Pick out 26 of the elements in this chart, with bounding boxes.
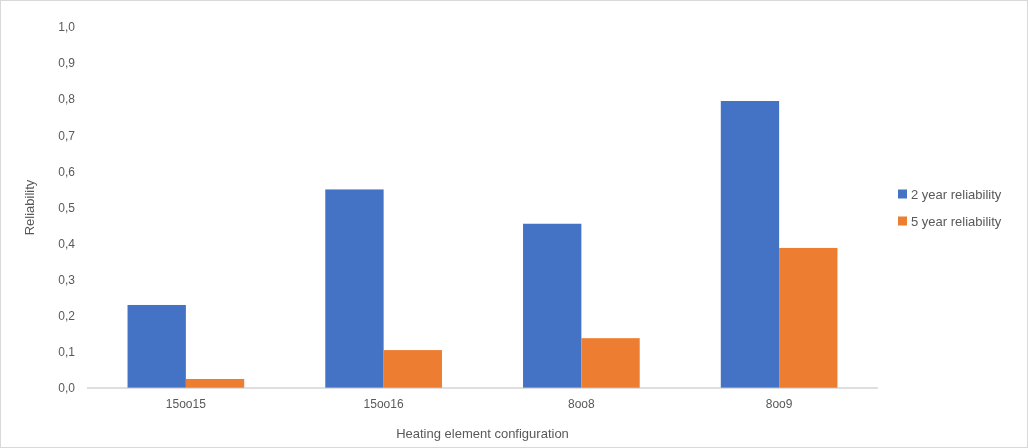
y-tick-label: 0,5	[58, 200, 76, 215]
bar	[127, 304, 186, 388]
bar	[325, 189, 384, 388]
y-tick-label: 0,2	[58, 309, 76, 323]
bar	[581, 338, 640, 388]
y-tick-label: 0,7	[58, 128, 76, 143]
y-tick-label: 0,0	[58, 381, 76, 396]
x-tick-label: 15oo15	[165, 397, 207, 411]
y-tick-label: 0,6	[58, 164, 76, 179]
y-tick-label: 0,1	[58, 345, 76, 360]
bar	[779, 247, 838, 388]
x-axis-title: Heating element configuration	[396, 426, 569, 441]
bar	[383, 350, 442, 388]
y-tick-label: 0,9	[58, 56, 76, 71]
x-tick-label: 8oo9	[765, 397, 793, 411]
x-tick-label: 8oo8	[568, 397, 596, 411]
y-tick-label: 0,3	[58, 272, 76, 287]
y-tick-label: 0,8	[58, 92, 76, 107]
x-tick-label: 15oo16	[363, 397, 404, 411]
y-tick-label: 0,4	[58, 236, 76, 251]
bar	[523, 223, 582, 388]
legend-label: 5 year reliability	[911, 214, 1002, 230]
y-tick-label: 1,0	[58, 20, 76, 35]
y-axis-title: Reliability	[22, 179, 37, 236]
bar	[720, 101, 780, 388]
legend-label: 2 year reliability	[911, 187, 1002, 203]
